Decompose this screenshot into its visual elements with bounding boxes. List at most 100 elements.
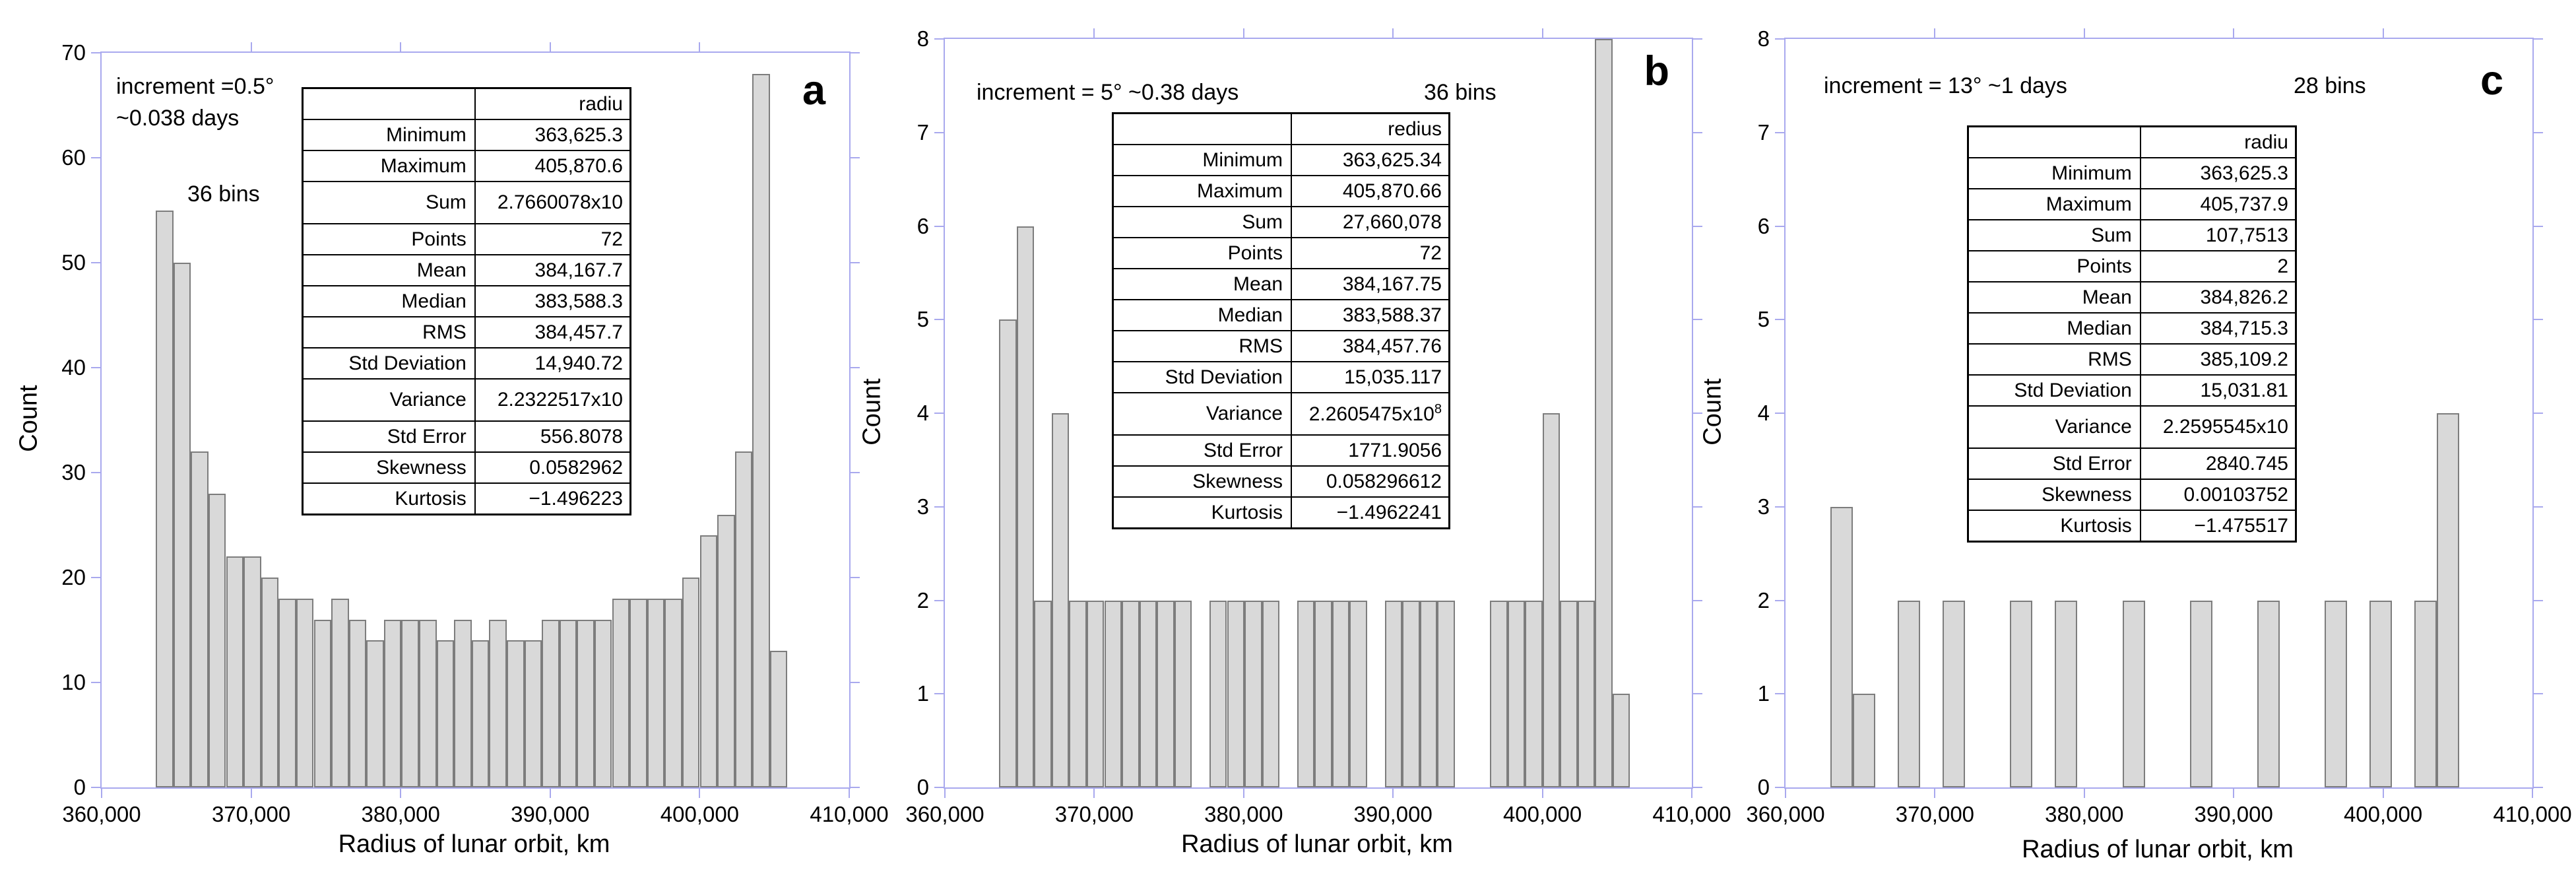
bins-label: 28 bins [2294,73,2366,98]
stats-header-empty [1967,125,2141,158]
x-tick [1934,789,1936,798]
stat-value: 1771.9056 [1291,434,1450,467]
stats-table-row: Mean 384,167.7 [302,254,631,286]
x-tick-label: 360,000 [1746,802,1825,826]
histogram-bar [2414,600,2437,787]
y-tick-label: 7 [1757,119,1770,145]
stats-table-row: Points 72 [302,223,631,255]
y-tick-right [2534,38,2543,40]
stats-table-row: Median 384,715.3 [1967,312,2297,345]
stat-label: Maximum [1112,175,1292,207]
x-tick-top [1934,28,1936,38]
stat-value: 2.2322517x10 [474,378,631,422]
histogram-bar [2010,600,2033,787]
stat-label: Median [302,285,476,317]
stat-value: 385,109.2 [2139,343,2297,376]
plot-area: 360,000 370,000 380,000 390,000 400,000 410,0… [905,26,1731,826]
histogram-bar [1830,506,1853,788]
x-tick-top [2233,28,2235,38]
stats-table-header-row: radiu [1967,125,2297,158]
annotation-line-1: increment = 13° ~1 days [1824,73,2067,98]
stat-value: 384,715.3 [2139,312,2297,345]
x-tick [2233,789,2235,798]
stats-table-row: Std Error 556.8078 [302,420,631,453]
histogram-bar [2257,600,2280,787]
stat-value: −1.475517 [2139,510,2297,543]
x-tick-label: 390,000 [2194,802,2273,826]
stat-label: Points [1112,237,1292,269]
x-tick-top [2382,28,2384,38]
x-tick-top [2083,28,2085,38]
stat-label: Mean [1967,281,2141,314]
stats-table-row: Median 383,588.37 [1112,299,1450,331]
stat-value: 384,167.75 [1291,268,1450,300]
y-tick-right [2534,225,2543,227]
stats-table: radiu Minimum 363,625.3 Maximum 405,737.9 Sum… [1967,125,2297,543]
stats-header-empty [302,87,476,120]
stat-label: Skewness [1112,465,1292,498]
stats-table-row: RMS 384,457.76 [1112,330,1450,362]
stat-value: 363,625.34 [1291,144,1450,176]
y-tick-label: 1 [1757,681,1770,706]
x-axis-title: Radius of lunar orbit, km [1181,830,1453,858]
stat-label: Minimum [1112,144,1292,176]
histogram-bar [1898,600,1921,787]
stat-label: Std Deviation [1112,361,1292,393]
stat-label: Kurtosis [1967,510,2141,543]
y-tick [1775,413,1784,414]
stat-value: 0.058296612 [1291,465,1450,498]
panel-letter: c [2480,57,2503,104]
y-tick-right [2534,506,2543,508]
stats-table-row: Std Error 2840.745 [1967,448,2297,480]
stat-label: Std Deviation [302,347,476,380]
y-tick-label: 5 [1757,307,1770,332]
stats-table-row: Std Deviation 14,940.72 [302,347,631,380]
x-tick [2083,789,2085,798]
annotation-increment: increment = 5° ~0.38 days [977,77,1239,109]
stats-table-row: Variance 2.2595545x10 [1967,405,2297,449]
stats-table-row: RMS 385,109.2 [1967,343,2297,376]
stat-label: Sum [302,181,476,224]
stat-value: 0.00103752 [2139,479,2297,511]
x-tick-label: 410,000 [2493,802,2572,826]
stat-label: Skewness [302,451,476,484]
annotation-line-1: increment = 5° ~0.38 days [977,80,1239,105]
stats-table-row: Kurtosis −1.496223 [302,482,631,515]
stat-value: 72 [1291,237,1450,269]
y-axis-title: Count [1698,378,1727,446]
stat-value: 72 [474,223,631,255]
x-tick [1785,789,1786,798]
stats-table-row: Skewness 0.0582962 [302,451,631,484]
y-tick [1775,787,1784,788]
stat-value: 383,588.37 [1291,299,1450,331]
stat-label: Variance [1112,392,1292,436]
y-tick-right [2534,413,2543,414]
stat-value: 405,870.66 [1291,175,1450,207]
stat-label: Median [1112,299,1292,331]
y-tick [1775,506,1784,508]
stat-label: Maximum [302,150,476,182]
stat-label: Skewness [1967,479,2141,511]
y-tick-label: 4 [1757,401,1770,425]
stat-label: Points [302,223,476,255]
stat-value: 2.7660078x10 [474,181,631,224]
stat-value: 15,031.81 [2139,374,2297,407]
stat-value: 2.2605475x108 [1291,392,1450,436]
stat-value: −1.4962241 [1291,496,1450,529]
histogram-bar [2437,413,2460,787]
y-tick [1775,38,1784,40]
stats-table-row: Kurtosis −1.4962241 [1112,496,1450,529]
stat-value: 384,167.7 [474,254,631,286]
stats-table-row: Sum 2.7660078x10 [302,181,631,224]
y-tick-label: 8 [1757,26,1770,51]
y-tick [1775,599,1784,601]
y-tick-right [2534,131,2543,133]
y-tick-right [2534,693,2543,695]
stat-label: Kurtosis [302,482,476,515]
panel-letter: b [1644,48,1669,94]
stats-table-row: Minimum 363,625.34 [1112,144,1450,176]
stat-value: 384,457.7 [474,316,631,348]
stat-value: 107,7513 [2139,219,2297,251]
y-tick [1775,319,1784,321]
